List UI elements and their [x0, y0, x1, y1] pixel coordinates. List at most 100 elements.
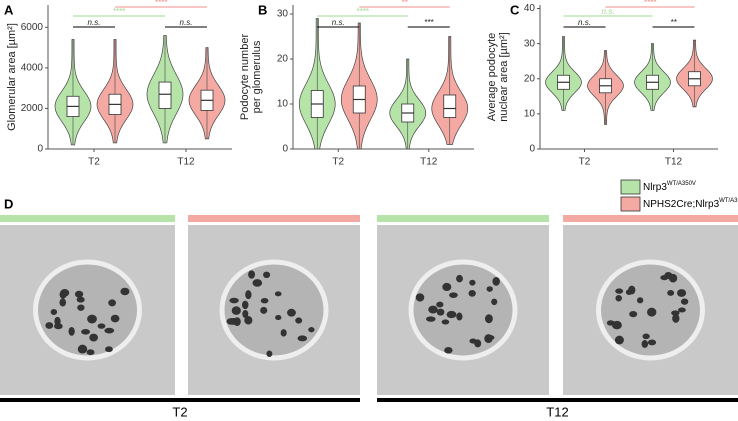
x-tick-label: T12: [177, 157, 195, 168]
panel-label: D: [4, 196, 13, 211]
panel-label: C: [510, 2, 520, 17]
y-tick-label: 10: [524, 109, 536, 120]
nucleus: [120, 287, 130, 296]
nucleus: [45, 322, 54, 329]
legend-name: NPHS2Cre;Nlrp3: [643, 199, 720, 210]
nucleus: [415, 293, 425, 302]
y-tick-label: 2000: [21, 103, 44, 114]
glomerulus: [33, 259, 142, 361]
nucleus: [252, 279, 263, 287]
y-tick-label: 0: [37, 144, 43, 155]
x-tick-label: T12: [420, 157, 438, 168]
nucleus: [77, 304, 85, 311]
nucleus: [244, 315, 253, 325]
nucleus: [60, 289, 70, 297]
y-tick-label: 6000: [21, 22, 44, 33]
nucleus: [676, 289, 687, 297]
nucleus: [295, 317, 303, 324]
nucleus: [248, 270, 256, 279]
nucleus: [104, 327, 115, 334]
nucleus: [491, 298, 498, 306]
nucleus: [614, 335, 624, 345]
group-bar: [188, 215, 360, 222]
nucleus: [615, 288, 624, 294]
nucleus: [636, 297, 644, 304]
nucleus: [108, 299, 117, 307]
nucleus: [456, 274, 463, 283]
nucleus: [484, 334, 493, 343]
nucleus: [59, 298, 67, 307]
significance-label: ****: [356, 7, 369, 16]
legend-label: NPHS2Cre;Nlrp3WT/A350V: [643, 198, 738, 210]
y-axis-label: Average podocyte: [486, 33, 498, 121]
nucleus: [647, 307, 657, 317]
nucleus: [68, 327, 75, 336]
significance-label: n.s.: [332, 18, 345, 27]
nucleus: [266, 350, 273, 357]
significance-label: ****: [155, 0, 168, 7]
nucleus: [484, 314, 493, 324]
x-tick-label: T2: [579, 157, 591, 168]
nucleus: [242, 309, 249, 319]
significance-label: **: [401, 0, 408, 7]
nucleus: [260, 306, 268, 314]
legend-swatch: [620, 179, 641, 195]
nucleus: [105, 346, 113, 353]
y-tick-label: 0: [282, 144, 288, 155]
nucleus: [441, 319, 450, 325]
nucleus: [647, 339, 657, 346]
y-tick-label: 40: [524, 3, 536, 14]
nucleus: [425, 316, 436, 322]
significance-label: n.s.: [602, 7, 615, 16]
nucleus: [308, 327, 315, 333]
nucleus: [446, 310, 457, 319]
panel-label: A: [4, 2, 14, 17]
y-tick-label: 10: [277, 99, 289, 110]
nucleus: [486, 286, 493, 292]
nucleus: [81, 329, 91, 335]
nucleus: [77, 344, 88, 354]
nucleus: [469, 279, 476, 286]
y-axis-label: per glomerulus: [251, 40, 263, 113]
nucleus: [615, 294, 622, 302]
nucleus: [667, 289, 675, 296]
significance-label: ***: [424, 18, 434, 27]
nucleus: [53, 323, 63, 330]
glomerulus: [219, 259, 329, 361]
significance-label: n.s.: [578, 18, 591, 27]
nucleus: [492, 277, 500, 286]
nucleus: [89, 333, 99, 342]
box: [158, 81, 172, 109]
nucleus: [87, 314, 97, 324]
significance-label: ****: [113, 7, 126, 16]
legend-label: Nlrp3WT/A350V: [643, 181, 696, 193]
nucleus: [677, 307, 686, 313]
legend-swatch: [620, 196, 641, 212]
x-tick-label: T12: [665, 157, 683, 168]
nucleus: [456, 312, 463, 321]
nucleus: [642, 333, 650, 340]
nucleus: [428, 305, 438, 314]
nucleus: [97, 323, 106, 329]
nucleus: [233, 317, 241, 326]
nucleus: [50, 309, 58, 316]
nucleus: [260, 297, 269, 304]
group-underline: [0, 398, 360, 402]
nucleus: [231, 306, 241, 315]
nucleus: [436, 301, 444, 308]
nucleus: [628, 285, 636, 295]
y-tick-label: 20: [524, 73, 536, 84]
legend-sup: WT/A350V: [719, 198, 738, 204]
nucleus: [76, 296, 85, 303]
group-label: T12: [546, 404, 568, 419]
significance-label: n.s.: [88, 18, 101, 27]
nucleus: [74, 290, 84, 298]
nucleus: [245, 290, 252, 300]
group-underline: [377, 398, 738, 402]
box: [443, 94, 457, 118]
group-bar: [0, 215, 175, 222]
glomerulus: [408, 259, 518, 361]
nucleus: [442, 282, 452, 292]
significance-label: n.s.: [180, 18, 193, 27]
